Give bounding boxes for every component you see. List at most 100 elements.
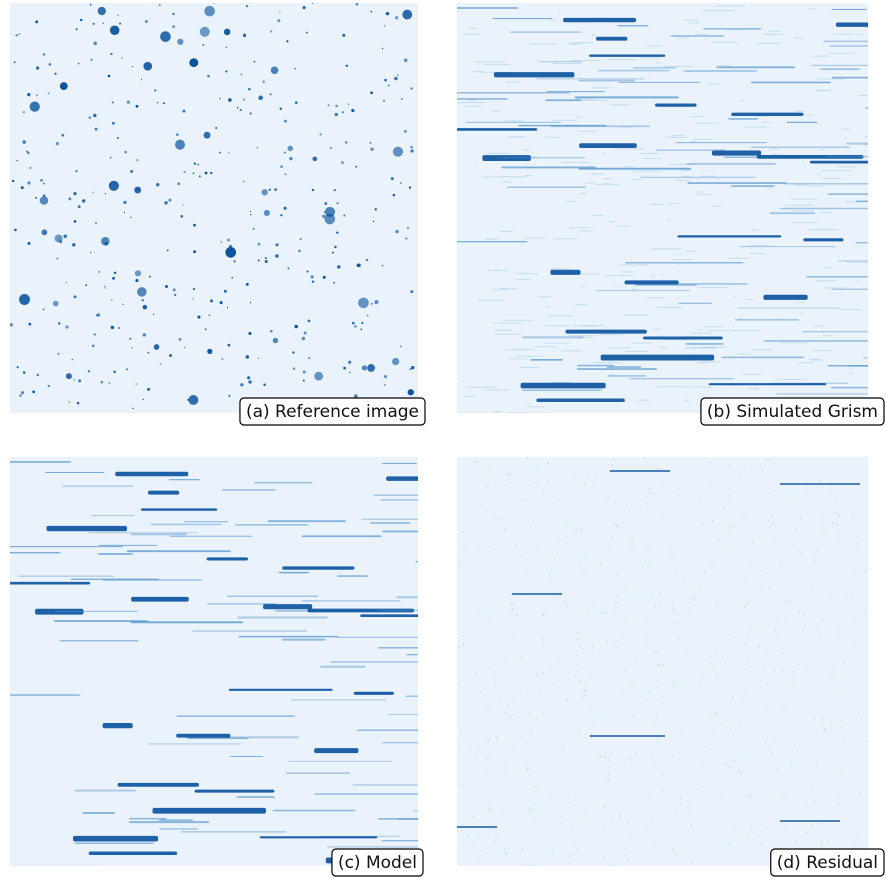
source [135, 270, 141, 276]
source [209, 314, 211, 316]
noise [512, 608, 514, 610]
noise [533, 521, 535, 523]
spectrum [786, 122, 817, 123]
source [159, 4, 161, 6]
noise [522, 499, 524, 501]
noise [566, 605, 568, 607]
spectrum [263, 604, 312, 609]
spectrum [728, 118, 758, 119]
source [66, 373, 72, 379]
spectrum [521, 383, 606, 389]
noise [495, 835, 497, 837]
source [72, 243, 75, 246]
source [371, 11, 373, 13]
spectrum [336, 637, 425, 638]
noise [661, 515, 663, 517]
spectrum [578, 80, 635, 82]
noise [866, 740, 868, 742]
noise [463, 635, 465, 637]
noise [711, 665, 713, 667]
noise [669, 551, 671, 553]
noise [619, 814, 621, 816]
noise [658, 742, 660, 744]
source [95, 128, 98, 131]
noise [495, 334, 521, 335]
source [119, 23, 121, 25]
noise [700, 679, 702, 681]
noise [614, 613, 616, 615]
noise [515, 544, 517, 546]
noise [716, 676, 718, 678]
noise [605, 756, 607, 758]
noise [818, 625, 820, 627]
noise [730, 634, 732, 636]
noise [832, 522, 834, 524]
source [265, 257, 267, 259]
noise [660, 703, 662, 705]
source [237, 107, 239, 109]
noise [615, 602, 617, 604]
source [269, 93, 271, 95]
noise [578, 131, 596, 132]
noise [652, 818, 654, 820]
noise [562, 815, 564, 817]
noise [837, 166, 856, 167]
noise [630, 597, 632, 599]
noise [552, 120, 576, 121]
noise [730, 495, 732, 497]
noise [571, 60, 601, 61]
noise [675, 574, 677, 576]
noise [654, 607, 656, 609]
noise [552, 850, 554, 852]
noise [604, 807, 606, 809]
source [300, 238, 302, 240]
noise [852, 513, 854, 515]
noise [741, 701, 743, 703]
source [180, 215, 183, 218]
source [345, 141, 348, 144]
source [78, 205, 81, 208]
noise [782, 709, 784, 711]
noise [640, 505, 642, 507]
source [175, 140, 185, 150]
noise [866, 612, 868, 614]
source [349, 371, 351, 373]
noise [813, 619, 815, 621]
noise [652, 593, 654, 595]
noise [527, 769, 529, 771]
noise [836, 512, 838, 514]
noise [669, 561, 671, 563]
source [334, 246, 336, 248]
noise [632, 343, 651, 344]
source [210, 172, 212, 174]
noise [842, 727, 844, 729]
noise [668, 219, 670, 220]
noise [767, 682, 769, 684]
noise [495, 264, 497, 265]
source [298, 250, 300, 252]
noise [732, 330, 761, 331]
source [308, 319, 311, 322]
noise [503, 120, 523, 121]
source [110, 53, 112, 55]
noise [819, 823, 821, 825]
source [95, 222, 97, 224]
source [49, 63, 52, 66]
noise [515, 279, 531, 280]
noise [710, 462, 712, 464]
noise [785, 601, 787, 603]
noise [549, 576, 551, 578]
noise [482, 390, 509, 391]
source [351, 109, 354, 112]
noise [842, 646, 844, 648]
noise [645, 645, 647, 647]
noise [662, 775, 664, 777]
noise [689, 387, 712, 388]
noise [646, 45, 663, 46]
spectrum [229, 689, 333, 691]
source [324, 202, 327, 205]
source [243, 181, 245, 183]
noise [506, 852, 508, 854]
noise [529, 809, 531, 811]
noise [697, 329, 702, 330]
